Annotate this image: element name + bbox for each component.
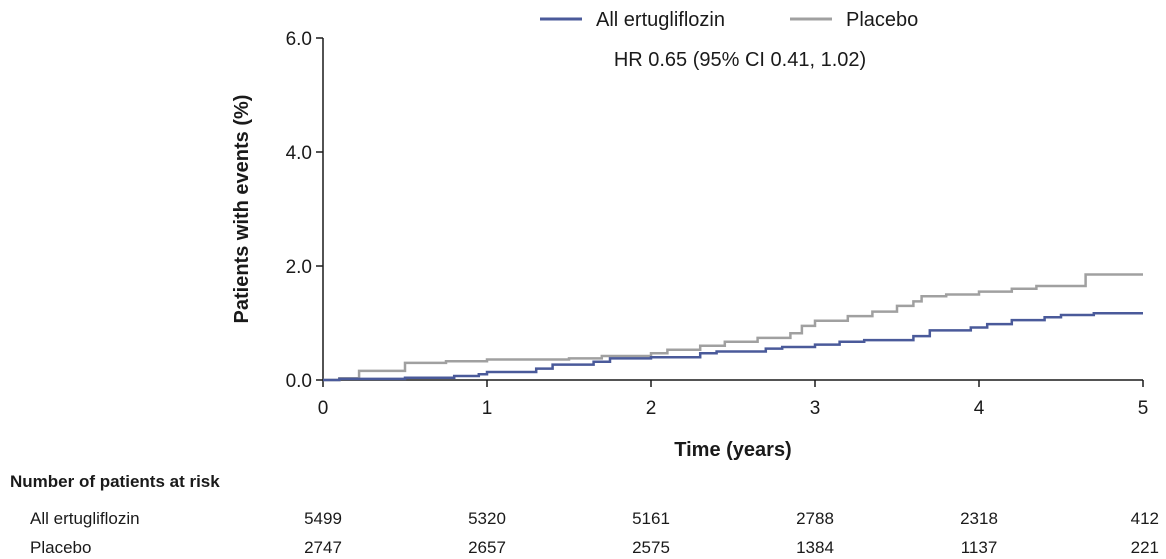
risk-value: 1137: [961, 538, 998, 557]
risk-value: 2657: [468, 538, 506, 557]
x-tick-label: 4: [974, 398, 985, 419]
risk-value: 2575: [632, 538, 670, 557]
risk-value: 2747: [304, 538, 342, 557]
x-axis-title: Time (years): [674, 439, 791, 461]
risk-table: Number of patients at risk All ertuglifl…: [10, 472, 1159, 557]
y-tick-label: 2.0: [286, 257, 312, 278]
x-tick-label: 0: [318, 398, 329, 419]
risk-table-title: Number of patients at risk: [10, 472, 220, 491]
risk-row-label-placebo: Placebo: [30, 538, 91, 557]
y-axis-title: Patients with events (%): [231, 95, 253, 324]
y-tick-label: 0.0: [286, 371, 312, 392]
y-tick-label: 4.0: [286, 143, 312, 164]
risk-table-values: 5499 5320 5161 2788 2318 412 2747 2657 2575 1384 1…: [304, 509, 1159, 557]
risk-row-label-all-ertugliflozin: All ertugliflozin: [30, 509, 140, 528]
risk-value: 2318: [960, 509, 998, 528]
risk-value: 221: [1131, 538, 1159, 557]
x-tick-label: 5: [1138, 398, 1149, 419]
x-axis-ticks: 0 1 2 3 4 5: [318, 380, 1149, 419]
x-tick-label: 1: [482, 398, 493, 419]
risk-value: 1384: [796, 538, 834, 557]
risk-value: 5499: [304, 509, 342, 528]
series-line-placebo: [323, 273, 1143, 382]
y-tick-label: 6.0: [286, 29, 312, 50]
risk-value: 5320: [468, 509, 506, 528]
risk-value: 412: [1131, 509, 1159, 528]
risk-value: 2788: [796, 509, 834, 528]
legend-label-all-ertugliflozin: All ertugliflozin: [596, 9, 725, 31]
legend: All ertugliflozin Placebo: [540, 9, 918, 31]
risk-value: 5161: [632, 509, 670, 528]
series-group: [323, 273, 1143, 382]
series-line-all-ertugliflozin: [323, 312, 1143, 382]
x-tick-label: 2: [646, 398, 657, 419]
x-tick-label: 3: [810, 398, 821, 419]
hazard-ratio-annotation: HR 0.65 (95% CI 0.41, 1.02): [614, 49, 866, 71]
legend-label-placebo: Placebo: [846, 9, 918, 31]
y-axis-ticks: 0.0 2.0 4.0 6.0: [286, 29, 323, 392]
